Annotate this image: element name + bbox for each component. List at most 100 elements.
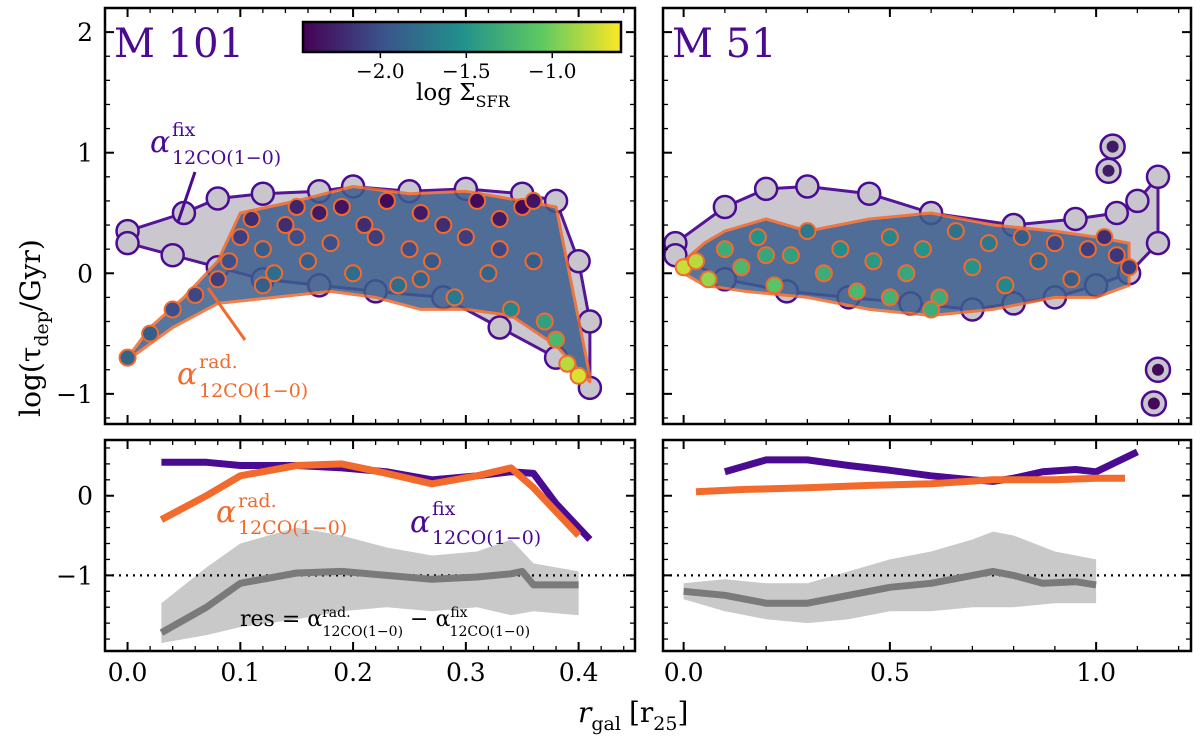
res-band-m101: [161, 527, 579, 643]
fix-point-m101-2: [205, 186, 231, 211]
rad-point-m51-24: [1062, 270, 1081, 289]
rad-point-m51-4: [732, 258, 751, 277]
rad-point-m101-33: [535, 312, 554, 331]
annotation-fix-bottom-sup: fix: [432, 498, 456, 520]
rad-point-m51-12: [864, 252, 883, 271]
rad-point-m101-41: [490, 240, 509, 259]
annotation-fix-sub: 12CO(1−0): [172, 147, 281, 169]
annotation-rad-bottom-alpha: α: [216, 495, 236, 530]
annotation-fix-alpha: α: [150, 125, 170, 160]
rad-point-m51-17: [946, 222, 965, 241]
fix-point-m101-11: [577, 309, 603, 334]
rad-point-m51-3: [715, 240, 734, 259]
rad-point-m51-26: [1095, 228, 1114, 247]
rad-point-m101-20: [389, 276, 408, 295]
rad-point-m101-11: [287, 228, 306, 247]
fix-point-m101-10: [566, 248, 591, 274]
rad-point-m101-27: [468, 191, 487, 210]
rad-point-m101-19: [377, 191, 396, 210]
fix-point-m51-11: [1145, 230, 1171, 256]
x-tick-label-bl-3: 0.3: [446, 658, 486, 687]
series-rad-m101: [159, 460, 582, 538]
fix-point-m51-8: [1104, 200, 1129, 226]
fix-point-m101-14: [487, 315, 512, 340]
rad-point-m101-36: [569, 366, 588, 385]
rad-point-m51-21: [1012, 228, 1031, 247]
rad-point-m51-10: [831, 240, 850, 259]
rad-point-m51-30: [757, 246, 776, 265]
panel-m101-scatter: −1 0 1 2: [56, 6, 637, 426]
rad-point-m101-13: [310, 203, 329, 222]
x-tick-label-br-2: 1.0: [1076, 658, 1116, 687]
fix-point-m51-3: [795, 174, 820, 199]
colorbar-label: log ΣSFR: [416, 80, 511, 111]
colorbar: −2.0 −1.5 −1.0 log ΣSFR: [301, 20, 623, 111]
axis-ticks-br: 0.0 0.5 1.0: [663, 440, 1191, 687]
annotation-res: res = αrad. 12CO(1−0) − αfix 12CO(1−0): [240, 605, 530, 640]
rad-point-m101-30: [501, 300, 520, 319]
annotation-res-text: res = αrad. 12CO(1−0) − αfix 12CO(1−0): [240, 605, 530, 640]
rad-point-m101-18: [366, 228, 385, 247]
rad-point-m51-5: [748, 228, 767, 247]
annotation-rad-pointer: [206, 287, 247, 341]
rad-point-m101-3: [186, 285, 205, 304]
rad-point-m51-19: [979, 234, 998, 253]
rad-point-m101-4: [208, 270, 227, 289]
colorbar-tick-label-0: −2.0: [356, 59, 405, 83]
rad-point-m51-28: [1120, 258, 1139, 277]
axes-frame-bl: [103, 438, 637, 653]
rad-point-m101-38: [287, 197, 306, 216]
rad-point-m51-31: [880, 288, 899, 307]
rad-point-m101-28: [479, 264, 498, 283]
rad-point-m101-37: [524, 191, 543, 210]
fix-point-m51-1: [712, 194, 738, 220]
panel-m101-profiles: −1 0 0.0 0.1 0.2 0.3 0.4: [56, 438, 637, 687]
fix-point-m51-7: [1063, 206, 1088, 232]
colorbar-tick-label-1: −1.5: [442, 59, 491, 83]
fix-outlier-core-m51-3: [1147, 397, 1160, 410]
fix-outlier-core-m51-2: [1152, 363, 1164, 376]
rad-point-m51-23: [1045, 234, 1064, 253]
y-tick-label-tl-2: 1: [77, 139, 93, 168]
rad-point-m101-21: [400, 240, 419, 259]
rad-point-m101-14: [321, 234, 340, 253]
fix-point-m51-9: [1125, 188, 1150, 214]
rad-point-m51-7: [781, 246, 800, 265]
panel-title-m101: M 101: [114, 21, 244, 67]
rad-point-m101-2: [163, 300, 182, 319]
x-axis-label: rgal [r25]: [578, 696, 688, 735]
annotation-fix-top: α fix 12CO(1−0): [150, 119, 281, 223]
rad-point-m51-1: [687, 252, 705, 271]
rad-point-m101-6: [231, 228, 250, 247]
panel-m51-scatter: [661, 6, 1193, 426]
panel-m51-profiles: 0.0 0.5 1.0: [661, 438, 1193, 687]
rad-point-m51-6: [765, 276, 784, 295]
series-rad-m51: [695, 474, 1125, 496]
rad-point-m101-10: [276, 216, 295, 235]
y-tick-label-bl-0: −1: [56, 561, 93, 590]
rad-point-m101-0: [118, 348, 137, 367]
rad-point-m101-35: [558, 354, 577, 373]
annotation-rad-sup: rad.: [199, 351, 238, 373]
plot-area-m51: [663, 448, 1191, 624]
fix-point-m101-20: [160, 242, 185, 268]
annotation-rad-sub: 12CO(1−0): [199, 380, 308, 402]
rad-point-m101-32: [524, 252, 543, 271]
annotation-rad-bottom-sup: rad.: [238, 490, 277, 512]
y-tick-label-tl-0: −1: [56, 380, 93, 409]
annotation-fix-bottom-alpha: α: [410, 505, 430, 540]
rad-point-m101-15: [332, 197, 351, 216]
axis-ticks-bl: −1 0 0.0 0.1 0.2 0.3 0.4: [56, 440, 635, 687]
rad-point-m51-29: [922, 300, 941, 319]
rad-point-m101-23: [423, 252, 442, 271]
panel-title-m51: M 51: [672, 21, 777, 67]
rad-point-m101-9: [265, 264, 284, 283]
res-band-m51: [683, 531, 1097, 624]
fix-outlier-core-m51-0: [1106, 140, 1119, 153]
series-res-m51: [683, 567, 1097, 607]
axis-ticks-tr: [663, 7, 1191, 424]
axes-frame-tl: [103, 6, 637, 426]
rad-point-m51-22: [1029, 252, 1048, 271]
rad-point-m101-39: [253, 276, 272, 295]
rad-point-m101-29: [490, 210, 509, 229]
